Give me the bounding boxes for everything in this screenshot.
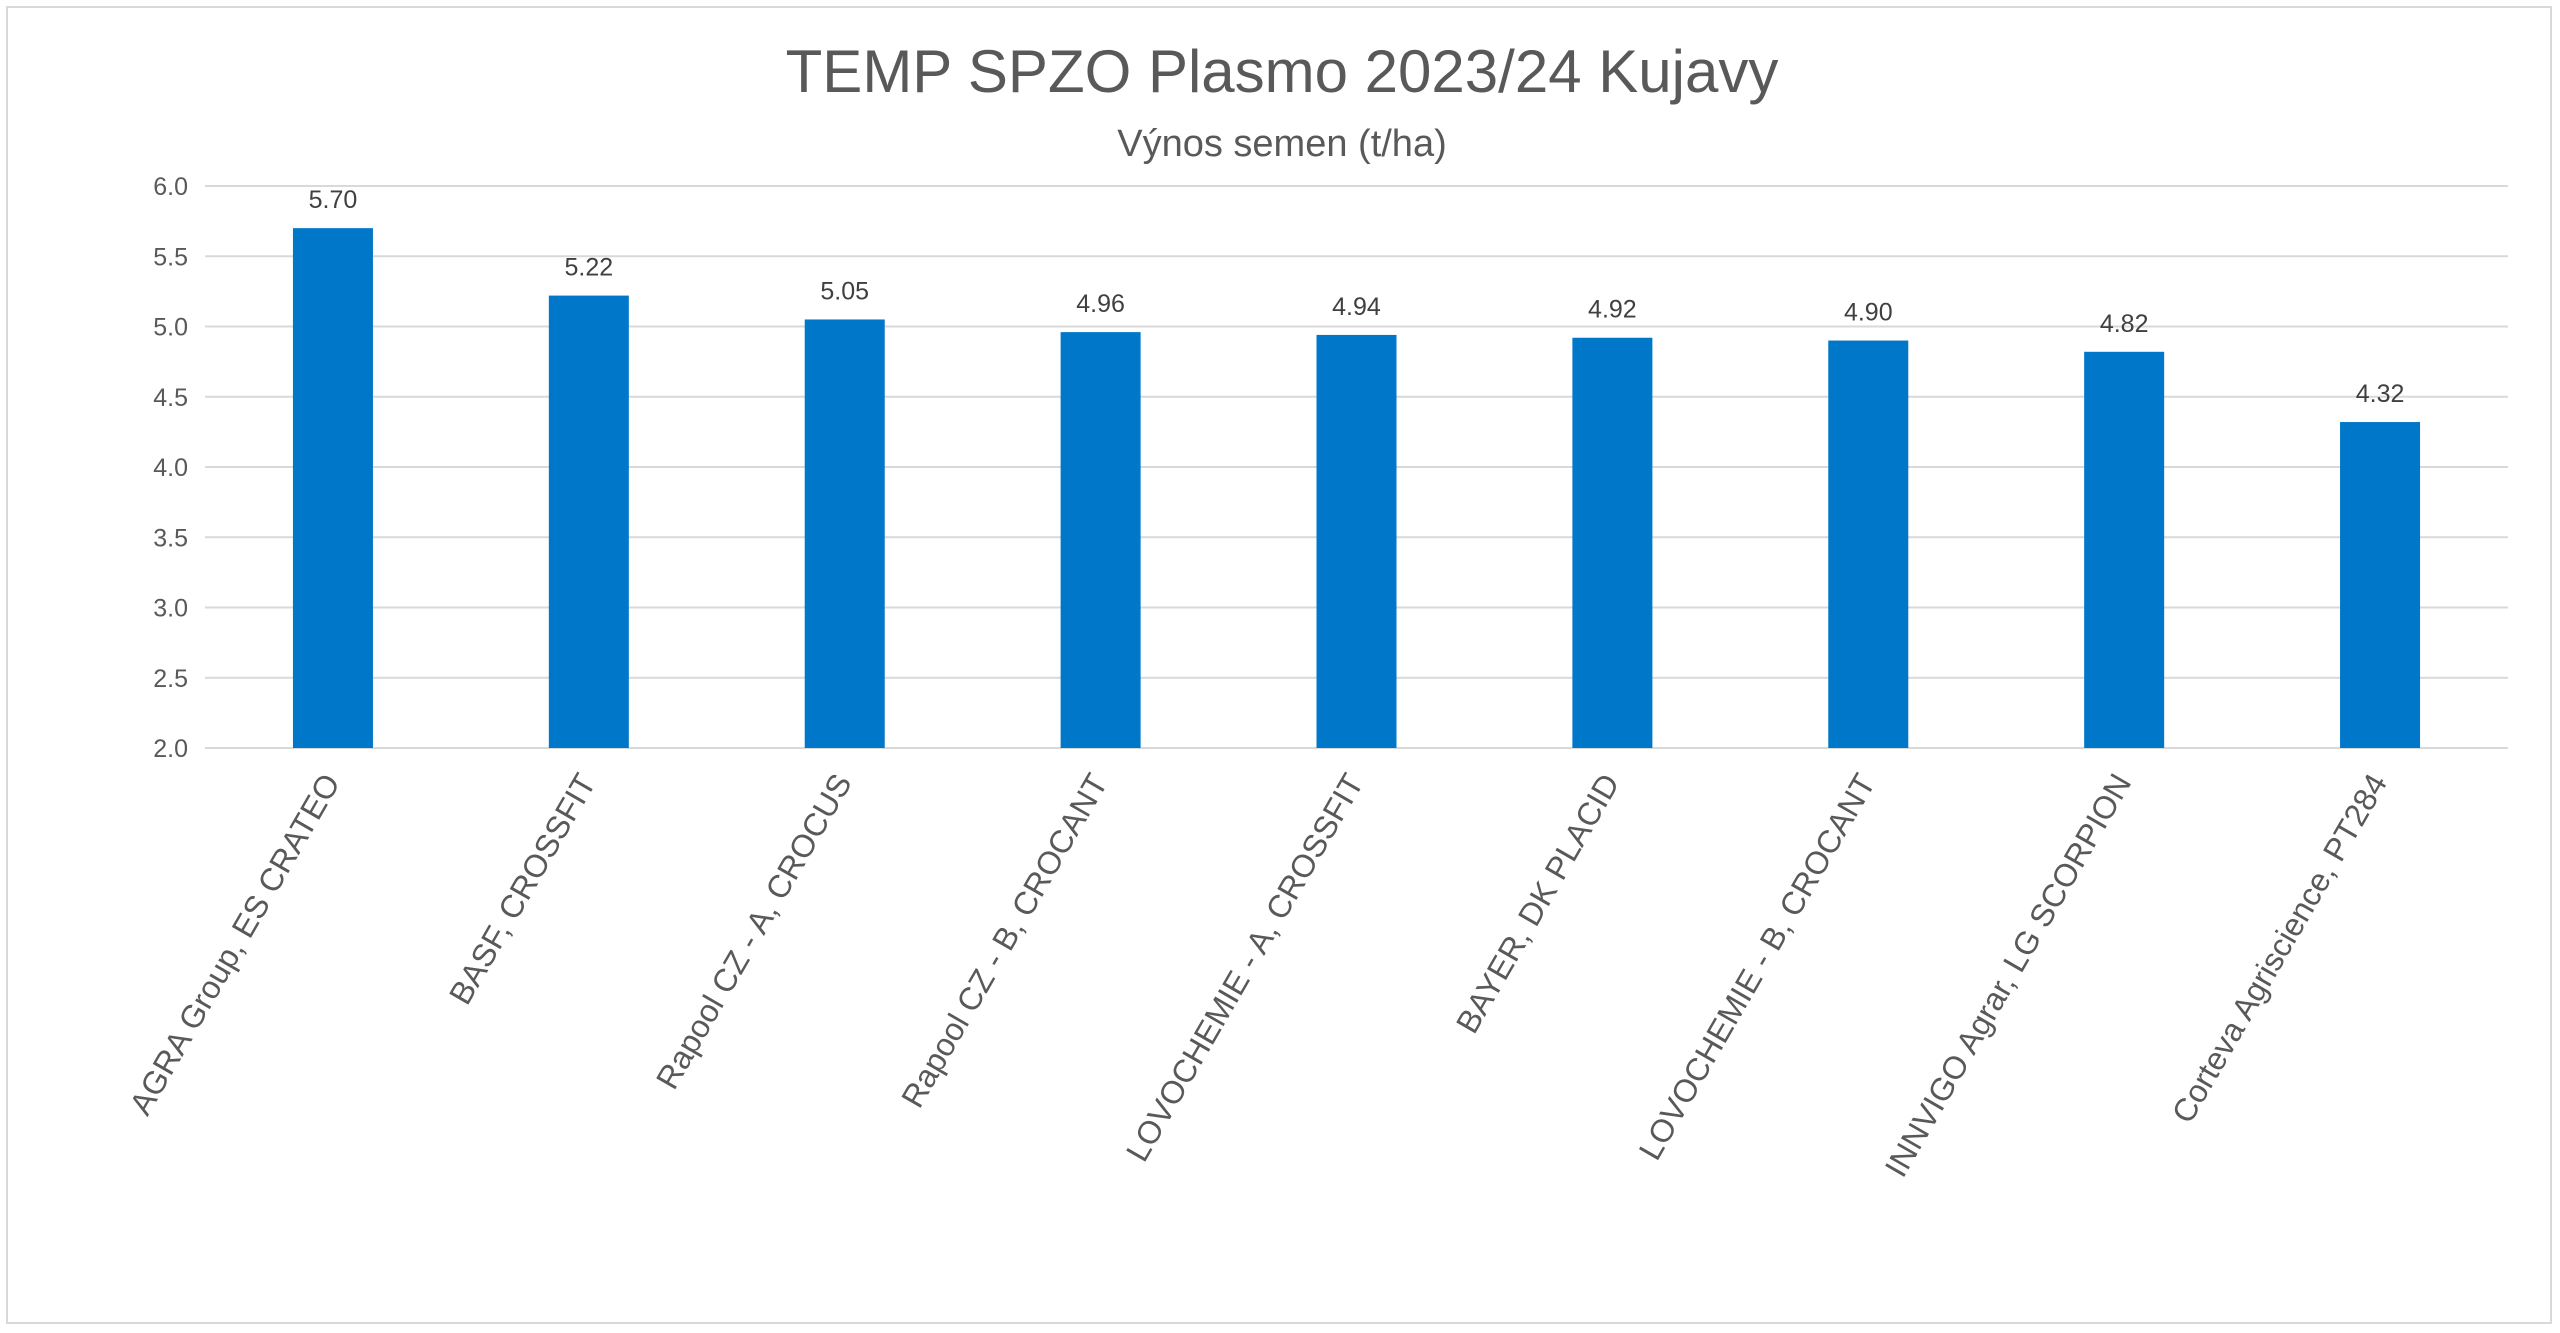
data-label: 4.92	[1588, 296, 1637, 324]
y-tick-label: 2.0	[153, 735, 188, 763]
data-label: 5.70	[309, 186, 358, 214]
bar	[1060, 332, 1141, 748]
data-label: 5.22	[564, 254, 613, 282]
x-category-label: AGRA Group, ES CRATEO	[122, 768, 347, 1121]
bar	[2340, 422, 2421, 748]
x-category-label: BAYER, DK PLACID	[1449, 768, 1627, 1040]
x-category-label: Rapool CZ - B, CROCANT	[894, 768, 1115, 1114]
chart-title: TEMP SPZO Plasmo 2023/24 Kujavy	[786, 38, 1779, 105]
bars	[292, 228, 2421, 748]
y-tick-label: 4.0	[153, 454, 188, 482]
chart-subtitle: Výnos semen (t/ha)	[1117, 123, 1446, 165]
bar	[2084, 351, 2165, 748]
bar	[1828, 340, 1909, 748]
x-category-label: LOVOCHEMIE - A, CROSSFIT	[1119, 768, 1371, 1168]
y-axis-tick-labels: 2.0 2.5 3.0 3.5 4.0 4.5 5.0 5.5 6.0	[153, 173, 188, 763]
bar	[1572, 337, 1653, 748]
data-label: 4.82	[2100, 310, 2149, 338]
data-label: 4.90	[1844, 299, 1893, 327]
y-tick-label: 5.0	[153, 314, 188, 342]
data-label: 4.94	[1332, 293, 1381, 321]
x-category-label: Corteva Agriscience, PT284	[2165, 768, 2394, 1130]
x-axis-category-labels: AGRA Group, ES CRATEO BASF, CROSSFIT Rapoo…	[122, 767, 2394, 1182]
data-label: 4.32	[2356, 380, 2405, 408]
data-label: 4.96	[1076, 290, 1125, 318]
bar	[1316, 334, 1397, 748]
x-category-label: LOVOCHEMIE - B, CROCANT	[1632, 768, 1883, 1166]
bar	[292, 228, 373, 748]
y-tick-label: 3.0	[153, 595, 188, 623]
x-category-label: Rapool CZ - A, CROCUS	[649, 767, 859, 1095]
y-tick-label: 2.5	[153, 665, 188, 693]
y-tick-label: 3.5	[153, 524, 188, 552]
y-tick-label: 5.5	[153, 243, 188, 271]
x-category-label: INNVIGO Agrar, LG SCORPION	[1878, 768, 2139, 1183]
bar	[548, 295, 629, 748]
x-category-label: BASF, CROSSFIT	[442, 768, 603, 1011]
bar	[804, 319, 885, 748]
data-labels: 5.70 5.22 5.05 4.96 4.94 4.92 4.90 4.82 4.32	[309, 186, 2405, 408]
y-tick-label: 4.5	[153, 384, 188, 412]
y-tick-label: 6.0	[153, 173, 188, 201]
data-label: 5.05	[820, 277, 869, 305]
